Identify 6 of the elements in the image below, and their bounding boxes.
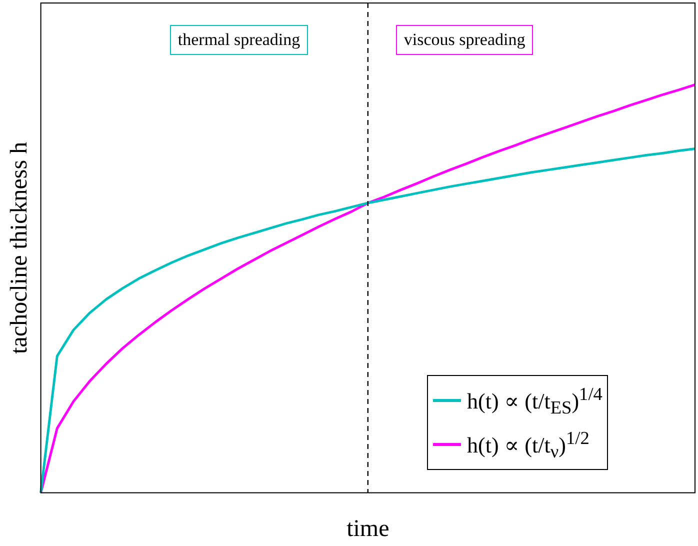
text: thermal spreading	[170, 25, 308, 55]
legend-label: h(t) ∝ (t/t$_{ES}$)$^{1/4}$	[467, 382, 602, 420]
text: viscous spreading	[396, 25, 534, 55]
y-axis-title: tachocline thickness h	[6, 142, 33, 354]
x-axis-title: time	[346, 516, 390, 542]
legend-label: h(t) ∝ (t/t$_{ν}$)$^{1/2}$	[467, 426, 590, 464]
